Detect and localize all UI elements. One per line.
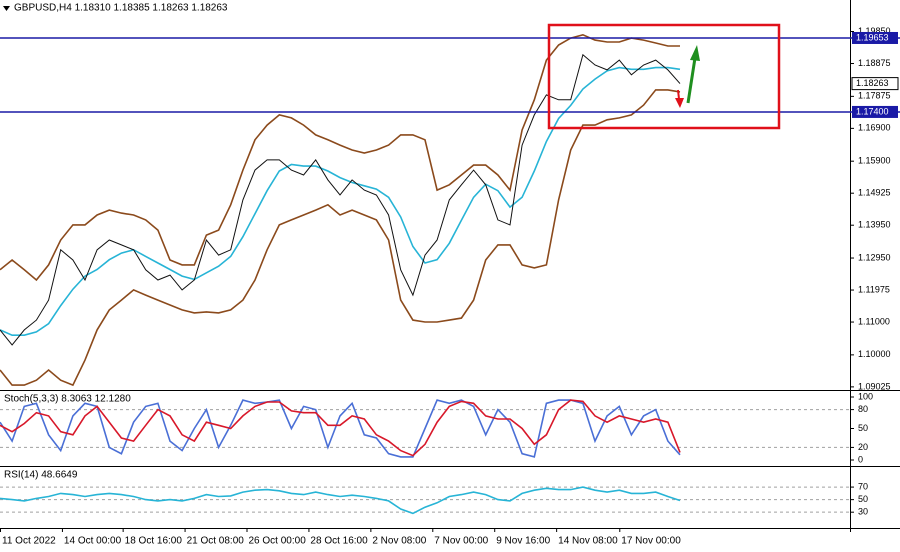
highlight-box [547,23,781,130]
y-tick-label: 80 [858,404,868,414]
x-tick-label: 26 Oct 00:00 [249,536,307,547]
y-tick-label: 1.10000 [858,349,891,359]
x-tick-label: 11 Oct 2022 [2,536,56,547]
y-tick-label: 1.17875 [858,91,891,101]
panel-title: Stoch(5,3,3) 8.3063 12.1280 [4,394,131,405]
series-line [0,66,681,336]
y-tick-label: 30 [858,507,868,517]
x-tick-label: 2 Nov 08:00 [372,536,426,547]
series-line [0,33,680,282]
y-tick-label: 1.16900 [858,123,891,133]
last-price-box [851,77,899,91]
y-tick-label: 20 [858,442,868,452]
up-arrow-head [690,45,700,61]
y-tick-label: 1.18875 [858,58,891,68]
y-tick-label: 1.14925 [858,188,891,198]
y-tick-label: 1.11000 [858,316,890,326]
y-tick-label: 0 [858,454,863,464]
y-tick-label: 100 [858,391,873,401]
y-tick-label: 1.19850 [858,26,891,36]
x-tick-label: 28 Oct 16:00 [310,536,368,547]
x-tick-label: 17 Nov 00:00 [621,536,681,547]
y-tick-label: 1.15900 [858,156,891,166]
menu-arrow [3,6,10,11]
series-line [0,89,681,387]
series-line [0,486,681,515]
down-arrow-shaft [677,89,680,100]
x-tick-label: 14 Nov 08:00 [558,536,618,547]
level-label: 1.19653 [856,32,889,42]
annotations [3,6,781,130]
y-tick-label: 1.12950 [858,252,891,262]
series-line [0,399,681,458]
level-label-box [852,105,898,118]
x-tick-label: 14 Oct 00:00 [64,536,122,547]
down-arrow-head [675,98,684,108]
level-label: 1.17400 [856,106,889,116]
x-tick-label: 7 Nov 00:00 [434,536,488,547]
y-tick-label: 1.09025 [858,381,891,391]
series-line [0,399,681,457]
y-tick-label: 1.13950 [858,220,891,230]
y-tick-label: 50 [858,494,868,504]
y-tick-label: 1.11975 [858,284,890,294]
level-label-box [852,31,898,44]
x-tick-label: 9 Nov 16:00 [496,536,550,547]
y-tick-label: 50 [858,423,868,433]
series-line [0,53,681,346]
last-price-label: 1.18263 [856,78,889,88]
x-tick-label: 21 Oct 08:00 [187,536,245,547]
x-tick-label: 18 Oct 16:00 [125,536,183,547]
panel-title: RSI(14) 48.6649 [4,470,78,481]
up-arrow-shaft [686,57,697,104]
y-tick-label: 70 [858,481,868,491]
panel-title: GBPUSD,H4 1.18310 1.18385 1.18263 1.1826… [14,3,228,14]
